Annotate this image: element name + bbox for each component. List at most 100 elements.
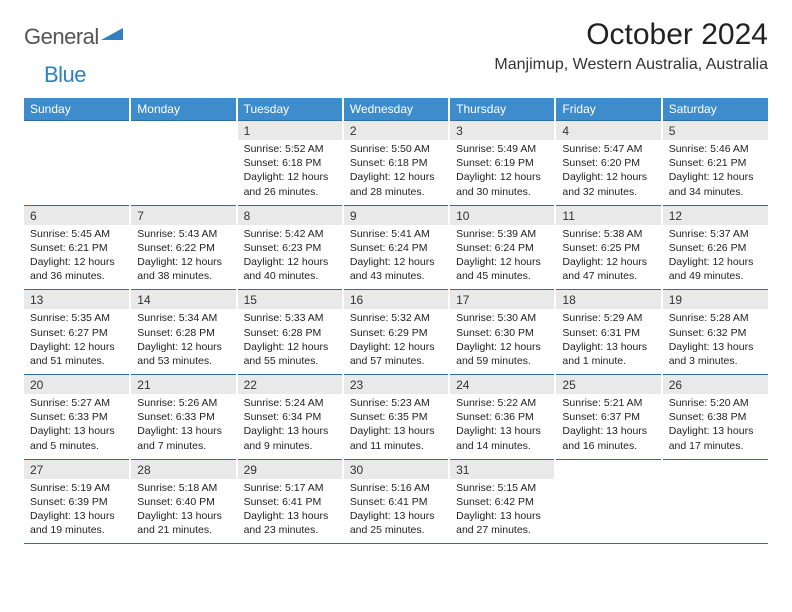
empty-cell [662,479,768,544]
day-detail: Sunrise: 5:23 AMSunset: 6:35 PMDaylight:… [343,394,449,459]
daynum-row: 13141516171819 [24,290,768,310]
calendar-table: SundayMondayTuesdayWednesdayThursdayFrid… [24,98,768,544]
sunset: Sunset: 6:28 PM [137,326,229,340]
daylight-2: and 16 minutes. [562,439,654,453]
day-detail: Sunrise: 5:19 AMSunset: 6:39 PMDaylight:… [24,479,130,544]
sunset: Sunset: 6:28 PM [244,326,336,340]
sunset: Sunset: 6:37 PM [562,410,654,424]
sunrise: Sunrise: 5:26 AM [137,396,229,410]
sunrise: Sunrise: 5:19 AM [30,481,123,495]
sunset: Sunset: 6:21 PM [669,156,762,170]
sunset: Sunset: 6:33 PM [137,410,229,424]
daylight-2: and 7 minutes. [137,439,229,453]
daylight-1: Daylight: 12 hours [350,170,442,184]
daynum-row: 2728293031 [24,459,768,479]
day-number: 15 [237,290,343,310]
daylight-1: Daylight: 13 hours [669,340,762,354]
day-detail: Sunrise: 5:26 AMSunset: 6:33 PMDaylight:… [130,394,236,459]
daylight-2: and 53 minutes. [137,354,229,368]
day-number: 12 [662,205,768,225]
day-detail: Sunrise: 5:16 AMSunset: 6:41 PMDaylight:… [343,479,449,544]
daylight-2: and 36 minutes. [30,269,123,283]
sunset: Sunset: 6:31 PM [562,326,654,340]
day-number: 26 [662,375,768,395]
daylight-1: Daylight: 13 hours [30,424,123,438]
day-detail: Sunrise: 5:33 AMSunset: 6:28 PMDaylight:… [237,309,343,374]
daylight-2: and 40 minutes. [244,269,336,283]
daylight-1: Daylight: 12 hours [562,170,654,184]
sunset: Sunset: 6:18 PM [244,156,336,170]
daylight-1: Daylight: 12 hours [30,340,123,354]
day-detail: Sunrise: 5:18 AMSunset: 6:40 PMDaylight:… [130,479,236,544]
sunrise: Sunrise: 5:41 AM [350,227,442,241]
sunset: Sunset: 6:25 PM [562,241,654,255]
daylight-2: and 34 minutes. [669,185,762,199]
sunset: Sunset: 6:18 PM [350,156,442,170]
daylight-2: and 32 minutes. [562,185,654,199]
sunrise: Sunrise: 5:22 AM [456,396,548,410]
daylight-1: Daylight: 12 hours [350,340,442,354]
daylight-1: Daylight: 12 hours [456,170,548,184]
sunrise: Sunrise: 5:15 AM [456,481,548,495]
sunset: Sunset: 6:40 PM [137,495,229,509]
daynum-row: 12345 [24,121,768,141]
dow-cell: Tuesday [237,98,343,121]
logo-triangle-icon [101,26,123,49]
daylight-2: and 9 minutes. [244,439,336,453]
sunrise: Sunrise: 5:16 AM [350,481,442,495]
day-detail: Sunrise: 5:17 AMSunset: 6:41 PMDaylight:… [237,479,343,544]
day-number: 7 [130,205,236,225]
day-number: 6 [24,205,130,225]
day-number: 13 [24,290,130,310]
day-number: 4 [555,121,661,141]
detail-row: Sunrise: 5:27 AMSunset: 6:33 PMDaylight:… [24,394,768,459]
detail-row: Sunrise: 5:19 AMSunset: 6:39 PMDaylight:… [24,479,768,544]
day-detail: Sunrise: 5:28 AMSunset: 6:32 PMDaylight:… [662,309,768,374]
day-detail: Sunrise: 5:43 AMSunset: 6:22 PMDaylight:… [130,225,236,290]
day-detail: Sunrise: 5:32 AMSunset: 6:29 PMDaylight:… [343,309,449,374]
day-detail: Sunrise: 5:15 AMSunset: 6:42 PMDaylight:… [449,479,555,544]
day-detail: Sunrise: 5:35 AMSunset: 6:27 PMDaylight:… [24,309,130,374]
daylight-1: Daylight: 12 hours [244,255,336,269]
sunrise: Sunrise: 5:39 AM [456,227,548,241]
day-number: 31 [449,459,555,479]
daylight-1: Daylight: 13 hours [30,509,123,523]
day-detail: Sunrise: 5:42 AMSunset: 6:23 PMDaylight:… [237,225,343,290]
day-number: 23 [343,375,449,395]
sunrise: Sunrise: 5:21 AM [562,396,654,410]
day-detail: Sunrise: 5:45 AMSunset: 6:21 PMDaylight:… [24,225,130,290]
sunset: Sunset: 6:32 PM [669,326,762,340]
sunrise: Sunrise: 5:46 AM [669,142,762,156]
daylight-1: Daylight: 13 hours [456,424,548,438]
daylight-1: Daylight: 13 hours [137,509,229,523]
day-number: 8 [237,205,343,225]
day-number: 10 [449,205,555,225]
day-detail: Sunrise: 5:37 AMSunset: 6:26 PMDaylight:… [662,225,768,290]
dow-cell: Wednesday [343,98,449,121]
daylight-2: and 5 minutes. [30,439,123,453]
daylight-1: Daylight: 12 hours [244,340,336,354]
daylight-2: and 25 minutes. [350,523,442,537]
daylight-2: and 26 minutes. [244,185,336,199]
day-detail: Sunrise: 5:47 AMSunset: 6:20 PMDaylight:… [555,140,661,205]
day-detail: Sunrise: 5:24 AMSunset: 6:34 PMDaylight:… [237,394,343,459]
day-number: 30 [343,459,449,479]
daynum-row: 20212223242526 [24,375,768,395]
day-number: 16 [343,290,449,310]
sunset: Sunset: 6:26 PM [669,241,762,255]
daylight-2: and 1 minute. [562,354,654,368]
sunset: Sunset: 6:35 PM [350,410,442,424]
empty-cell [555,479,661,544]
daylight-2: and 19 minutes. [30,523,123,537]
day-number: 11 [555,205,661,225]
daylight-1: Daylight: 12 hours [30,255,123,269]
daylight-2: and 27 minutes. [456,523,548,537]
sunrise: Sunrise: 5:38 AM [562,227,654,241]
daylight-2: and 57 minutes. [350,354,442,368]
day-number: 14 [130,290,236,310]
day-number: 27 [24,459,130,479]
daylight-2: and 43 minutes. [350,269,442,283]
dow-cell: Saturday [662,98,768,121]
sunset: Sunset: 6:19 PM [456,156,548,170]
day-detail: Sunrise: 5:52 AMSunset: 6:18 PMDaylight:… [237,140,343,205]
